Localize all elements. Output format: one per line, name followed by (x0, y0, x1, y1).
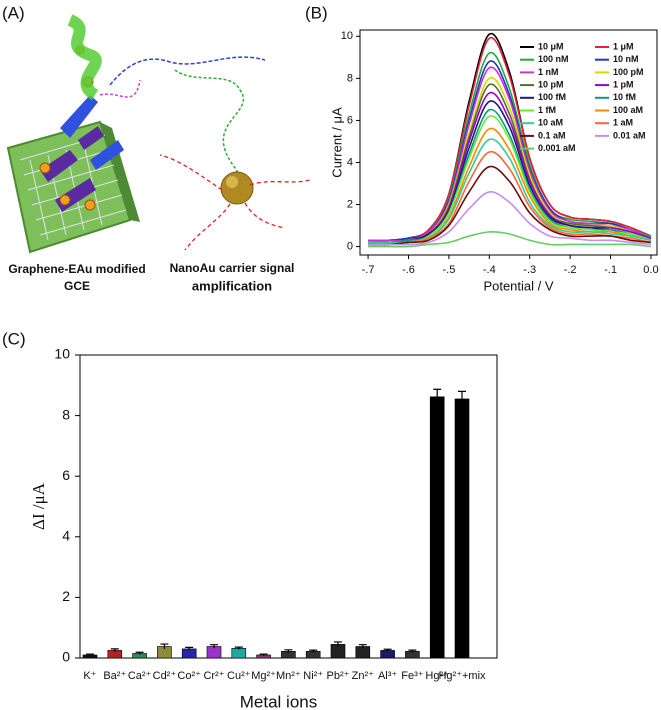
x-tick-label: Cr²⁺ (203, 670, 224, 682)
data-line (368, 76, 652, 244)
panel-label: (C) (2, 329, 26, 348)
error-bar (210, 644, 218, 649)
x-axis-title: Potential / V (483, 278, 553, 293)
schematic: (A) Graphene-EAu modified GCE NanoAu car… (2, 3, 311, 293)
legend-label: 100 aM (613, 105, 643, 115)
x-tick-label: Hg²⁺+mix (438, 670, 486, 682)
x-tick-label: Cd²⁺ (153, 670, 177, 682)
error-bar (309, 649, 318, 653)
error-bar (234, 646, 243, 650)
x-tick-label: -.2 (564, 264, 577, 276)
error-bar (284, 649, 293, 653)
x-tick-label: Mg²⁺ (251, 670, 276, 682)
data-line (368, 60, 652, 242)
x-tick-label: Hg²⁺ (425, 670, 449, 682)
y-tick-label: 2 (62, 588, 70, 604)
bar (231, 648, 247, 659)
y-tick-label: 8 (347, 72, 353, 84)
legend-label: 100 nM (538, 54, 569, 64)
x-tick-label: K⁺ (83, 670, 96, 682)
data-line (368, 191, 652, 246)
error-bar (160, 643, 169, 649)
y-tick-label: 10 (341, 30, 353, 42)
error-bar (433, 388, 442, 405)
data-line (368, 150, 652, 246)
caption: amplification (192, 278, 272, 293)
x-tick-label: Mn²⁺ (276, 670, 301, 682)
x-tick-label: -.5 (442, 264, 455, 276)
x-tick-label: -.3 (523, 264, 536, 276)
legend-label: 10 fM (613, 92, 636, 102)
legend-label: 10 aM (538, 118, 563, 128)
y-axis-title: Current / μA (329, 107, 344, 178)
x-tick-label: Ni²⁺ (303, 670, 323, 682)
legend-label: 1 μM (613, 41, 634, 51)
x-tick-label: Co²⁺ (177, 670, 201, 682)
x-tick-label: Cu²⁺ (227, 670, 251, 682)
legend-label: 100 pM (613, 67, 644, 77)
legend-label: 1 nM (538, 67, 559, 77)
x-tick-label: Zn²⁺ (352, 670, 375, 682)
error-bar (259, 653, 268, 656)
legend-label: 10 nM (613, 54, 639, 64)
y-tick-label: 4 (347, 156, 353, 168)
legend-label: 1 aM (613, 118, 633, 128)
y-tick-label: 2 (347, 198, 353, 210)
plot-frame (359, 29, 658, 256)
data-line (368, 108, 652, 244)
caption: Graphene-EAu modified (8, 262, 145, 276)
legend-label: 1 fM (538, 105, 556, 115)
data-line (368, 231, 652, 248)
x-tick-label: -.7 (362, 264, 375, 276)
legend-label: 10 pM (538, 79, 564, 89)
error-bar (408, 649, 417, 653)
data-line (368, 165, 652, 246)
y-axis-title: ΔI /μA (29, 482, 48, 530)
error-bar (358, 644, 367, 649)
y-tick-label: 4 (62, 528, 70, 544)
error-bar (458, 390, 466, 407)
x-tick-label: Pb²⁺ (327, 670, 350, 682)
bar (454, 398, 470, 659)
x-tick-label: Al³⁺ (378, 670, 397, 682)
caption: NanoAu carrier signal (170, 261, 295, 275)
x-tick-label: 0.0 (643, 264, 658, 276)
y-tick-label: 6 (62, 467, 70, 483)
panel-label: (A) (2, 3, 25, 22)
x-tick-label: -.4 (483, 264, 496, 276)
legend-label: 10 μM (538, 41, 564, 51)
x-tick-label: Ca²⁺ (128, 670, 152, 682)
error-bar (110, 648, 119, 652)
y-tick-label: 0 (62, 649, 70, 665)
bar (429, 396, 445, 659)
data-line (368, 51, 652, 242)
error-bar (334, 641, 342, 647)
legend-label: 0.01 aM (613, 130, 646, 140)
y-tick-label: 8 (62, 406, 70, 422)
error-bar (185, 646, 194, 651)
y-tick-label: 0 (347, 240, 353, 252)
error-bar (135, 651, 144, 655)
x-axis-title: Metal ions (240, 692, 317, 710)
x-tick-label: -.6 (402, 264, 415, 276)
legend-label: 1 pM (613, 79, 634, 89)
x-tick-label: -.1 (604, 264, 617, 276)
y-tick-label: 10 (54, 346, 70, 362)
caption: GCE (64, 279, 90, 293)
error-bar (383, 648, 392, 652)
error-bar (86, 653, 94, 656)
legend-label: 100 fM (538, 92, 566, 102)
legend-label: 0.001 aM (538, 143, 576, 153)
legend-label: 0.1 aM (538, 130, 566, 140)
y-tick-label: 6 (347, 114, 353, 126)
x-tick-label: Fe³⁺ (401, 670, 424, 682)
panel-label: (B) (305, 3, 328, 22)
x-tick-label: Ba²⁺ (103, 670, 126, 682)
